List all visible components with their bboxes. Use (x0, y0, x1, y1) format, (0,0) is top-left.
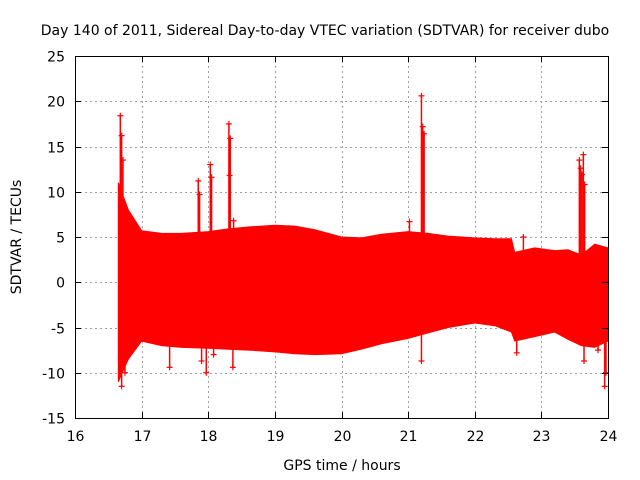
y-tick-label: -15 (42, 412, 65, 428)
spike-point-marker (225, 120, 232, 127)
spike-point-marker (207, 161, 214, 168)
spike-point-marker (595, 347, 602, 354)
spike-point-marker (513, 349, 520, 356)
x-tick-label: 22 (467, 429, 485, 445)
spike-point-marker (117, 112, 124, 119)
spike-point-marker (418, 357, 425, 364)
x-tick-label: 18 (200, 429, 218, 445)
spike-point-marker (195, 177, 202, 184)
spike-point-marker (196, 191, 203, 198)
spike-point-marker (226, 172, 233, 179)
spike-point-marker (576, 157, 583, 164)
spike-point-marker (577, 333, 584, 340)
spike-point-marker (121, 369, 128, 376)
spike-point-marker (520, 234, 527, 240)
tick-layer: 16 17 18 19 20 21 22 23 24 -15 -10 -5 0 5 10 15 20 25 (42, 50, 617, 446)
spike-point-marker (230, 217, 237, 224)
spike-point-marker (198, 357, 205, 364)
spike-point-marker (421, 130, 428, 137)
x-tick-label: 17 (134, 429, 152, 445)
spike-point-marker (208, 174, 215, 181)
y-tick-label: -10 (42, 367, 65, 383)
x-tick-label: 16 (67, 429, 85, 445)
y-axis-label: SDTVAR / TECUs (9, 180, 25, 295)
x-axis-label: GPS time / hours (283, 458, 400, 474)
spike-point-marker (118, 132, 125, 139)
y-tick-label: -5 (51, 322, 65, 338)
spike-point-marker (580, 151, 587, 158)
spike-point-marker (203, 369, 210, 376)
x-tick-label: 21 (400, 429, 418, 445)
data-layer (117, 92, 610, 390)
y-tick-label: 15 (47, 141, 65, 157)
spike-point-marker (581, 181, 588, 188)
spike-point-marker (418, 92, 425, 99)
spike-point-marker (406, 218, 413, 225)
y-tick-label: 25 (47, 50, 65, 66)
spike-point-marker (119, 157, 126, 164)
chart-title: Day 140 of 2011, Sidereal Day-to-day VTE… (41, 23, 609, 39)
x-tick-label: 20 (334, 429, 352, 445)
y-tick-label: 5 (56, 231, 65, 247)
spike-point-marker (581, 357, 588, 364)
sdtvar-data-band (117, 182, 609, 383)
spike-point-marker (229, 364, 236, 371)
x-tick-label: 23 (533, 429, 551, 445)
y-tick-label: 10 (47, 186, 65, 202)
spike-point-marker (118, 383, 125, 390)
spike-point-marker (419, 123, 426, 130)
x-tick-label: 24 (600, 429, 618, 445)
spike-point-marker (166, 364, 173, 371)
x-tick-label: 19 (267, 429, 285, 445)
spike-point-marker (227, 135, 234, 142)
y-tick-label: 0 (56, 276, 65, 292)
spike-point-marker (210, 351, 217, 358)
spike-point-marker (601, 383, 608, 390)
y-tick-label: 20 (47, 95, 65, 111)
